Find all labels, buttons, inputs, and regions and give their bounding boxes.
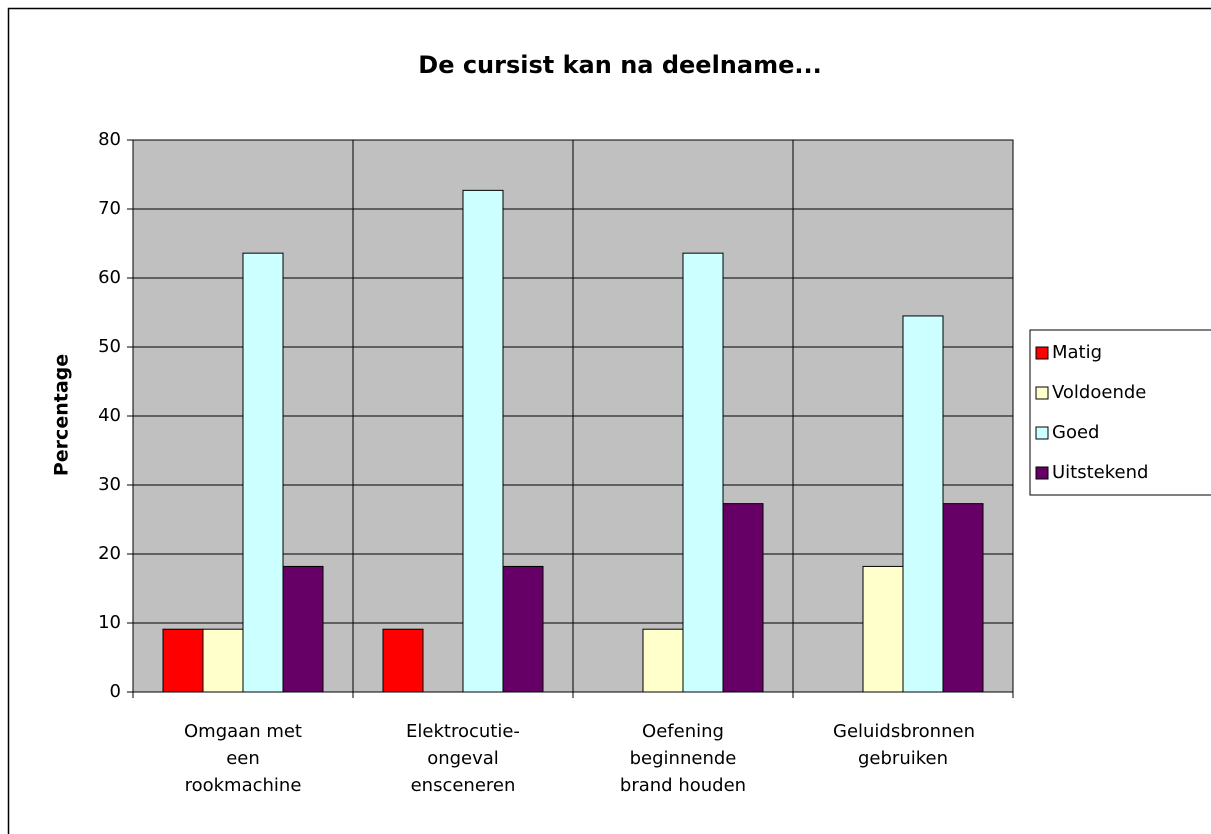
y-axis-label: Percentage: [51, 354, 73, 476]
legend-label: Goed: [1052, 422, 1099, 443]
bar: [682, 252, 724, 693]
legend-swatch: [1035, 386, 1049, 400]
bar: [382, 628, 424, 693]
legend-label: Matig: [1052, 342, 1102, 363]
x-tick-label: Omgaan met een rookmachine: [184, 721, 302, 796]
legend-box: [1029, 329, 1211, 496]
y-tick-label: 40: [98, 405, 121, 426]
bar: [242, 252, 284, 693]
bar: [642, 628, 684, 693]
y-tick-label: 50: [98, 336, 121, 357]
legend-label: Uitstekend: [1052, 462, 1148, 483]
bar: [942, 503, 984, 693]
legend-swatch: [1035, 426, 1049, 440]
bar: [282, 565, 324, 693]
x-tick-label: Oefening beginnende brand houden: [619, 721, 747, 796]
x-tick-label: Elektrocutie-ongeval ensceneren: [406, 721, 520, 796]
y-tick-label: 30: [98, 474, 121, 495]
bar: [202, 628, 244, 693]
legend-swatch: [1035, 466, 1049, 480]
bar: [902, 315, 944, 693]
x-tick-label: Geluidsbronnen gebruiken: [833, 721, 975, 769]
bar: [502, 565, 544, 693]
y-tick-label: 70: [98, 198, 121, 219]
y-tick-label: 60: [98, 267, 121, 288]
y-tick-label: 80: [98, 129, 121, 150]
bar: [462, 189, 504, 693]
bar: [162, 628, 204, 693]
bar: [722, 503, 764, 693]
legend-label: Voldoende: [1052, 382, 1146, 403]
chart-title: De cursist kan na deelname...: [418, 51, 821, 79]
bar: [862, 565, 904, 693]
legend-swatch: [1035, 346, 1049, 360]
y-tick-label: 10: [98, 612, 121, 633]
y-tick-label: 20: [98, 543, 121, 564]
y-tick-label: 0: [110, 681, 121, 702]
